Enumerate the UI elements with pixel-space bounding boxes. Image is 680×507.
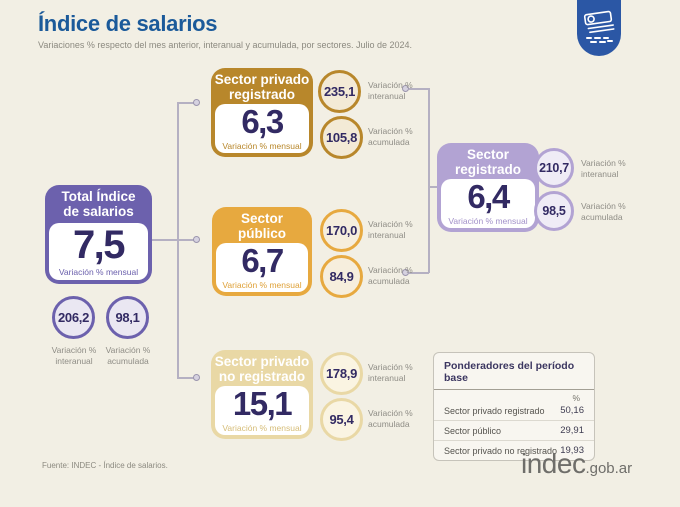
stat-label-interannual: Variación % interanual — [368, 362, 413, 384]
stat-circle-reg-interannual: 210,7 — [534, 148, 574, 188]
card-sector-publico: Sector público 6,7 Variación % mensual — [212, 207, 312, 296]
row-label: Sector público — [444, 425, 502, 436]
connector-dot — [193, 236, 200, 243]
source-note: Fuente: INDEC - Índice de salarios. — [42, 461, 168, 470]
card-title: Sector registrado — [454, 147, 522, 178]
row-value: 19,93 — [560, 445, 584, 456]
monthly-label: Variación % mensual — [58, 267, 139, 277]
card-title: Total Índice de salarios — [61, 189, 136, 220]
stat-circle-total-interannual: 206,2 — [52, 296, 95, 339]
stat-label-interannual: Variación % interanual — [368, 219, 413, 241]
monthly-value: 6,7 — [241, 242, 284, 280]
table-row: Sector privado no registrado 19,93 — [434, 440, 594, 460]
stat-label-interannual: Variación % interanual — [51, 345, 97, 367]
connector-line — [178, 377, 194, 379]
banknotes-icon — [581, 5, 617, 52]
connector-line — [428, 186, 438, 188]
weights-table: Ponderadores del período base % Sector p… — [433, 352, 595, 461]
stat-label-accumulated: Variación % acumulada — [105, 345, 151, 367]
stat-circle-spnr-accumulated: 95,4 — [320, 398, 363, 441]
table-row: Sector público 29,91 — [434, 420, 594, 440]
row-label: Sector privado registrado — [444, 405, 545, 416]
card-sector-privado-registrado: Sector privado registrado 6,3 Variación … — [211, 68, 313, 157]
monthly-label: Variación % mensual — [448, 215, 528, 226]
stat-label-accumulated: Variación % acumulada — [368, 408, 413, 430]
card-sector-privado-no-registrado: Sector privado no registrado 15,1 Variac… — [211, 350, 313, 439]
card-body: 6,7 Variación % mensual — [216, 243, 308, 292]
page-title: Índice de salarios — [38, 11, 218, 36]
monthly-value: 15,1 — [232, 385, 293, 423]
stat-circle-reg-accumulated: 98,5 — [534, 191, 574, 231]
stat-label-accumulated: Variación % acumulada — [368, 126, 413, 148]
card-title: Sector privado registrado — [214, 72, 310, 103]
connector-dot — [402, 85, 409, 92]
stat-label-accumulated: Variación % acumulada — [368, 265, 413, 287]
monthly-label: Variación % mensual — [222, 140, 302, 151]
stat-circle-spr-accumulated: 105,8 — [320, 116, 363, 159]
money-badge — [577, 0, 621, 56]
row-value: 29,91 — [560, 425, 584, 436]
connector-line — [152, 239, 194, 241]
row-value: 50,16 — [560, 405, 584, 416]
page-subtitle: Variaciones % respecto del mes anterior,… — [38, 40, 413, 50]
card-sector-registrado: Sector registrado 6,4 Variación % mensua… — [437, 143, 539, 232]
card-title: Sector privado no registrado — [214, 354, 310, 385]
connector-line — [409, 272, 429, 274]
table-title: Ponderadores del período base — [434, 353, 594, 390]
card-body: 6,4 Variación % mensual — [441, 179, 535, 228]
stat-circle-spr-interannual: 235,1 — [318, 70, 361, 113]
stat-label-interannual: Variación % interanual — [368, 80, 413, 102]
connector-dot — [193, 99, 200, 106]
card-body: 15,1 Variación % mensual — [215, 386, 309, 435]
table-column-header: % — [572, 393, 580, 403]
stat-circle-sp-interannual: 170,0 — [320, 209, 363, 252]
monthly-label: Variación % mensual — [222, 422, 302, 433]
stat-label-accumulated: Variación % acumulada — [581, 201, 626, 223]
connector-line — [177, 102, 179, 379]
monthly-value: 6,4 — [467, 178, 510, 216]
card-total-indice: Total Índice de salarios 7,5 Variación %… — [45, 185, 152, 284]
monthly-value: 6,3 — [241, 103, 284, 141]
stat-circle-spnr-interannual: 178,9 — [320, 352, 363, 395]
stat-circle-sp-accumulated: 84,9 — [320, 255, 363, 298]
table-row: Sector privado registrado 50,16 — [434, 403, 594, 420]
monthly-label: Variación % mensual — [222, 279, 302, 290]
row-label: Sector privado no registrado — [444, 445, 558, 456]
indec-logo: indec .gob.ar — [521, 448, 632, 480]
connector-line — [409, 88, 429, 90]
card-body: 7,5 Variación % mensual — [49, 223, 148, 280]
monthly-value: 7,5 — [72, 223, 126, 267]
connector-line — [428, 88, 430, 273]
connector-dot — [193, 374, 200, 381]
logo-suffix: .gob.ar — [585, 460, 633, 477]
connector-dot — [402, 269, 409, 276]
card-body: 6,3 Variación % mensual — [215, 104, 309, 153]
stat-circle-total-accumulated: 98,1 — [106, 296, 149, 339]
stat-label-interannual: Variación % interanual — [581, 158, 626, 180]
card-title: Sector público — [238, 211, 286, 242]
logo-main: indec — [521, 448, 586, 479]
connector-line — [178, 102, 194, 104]
